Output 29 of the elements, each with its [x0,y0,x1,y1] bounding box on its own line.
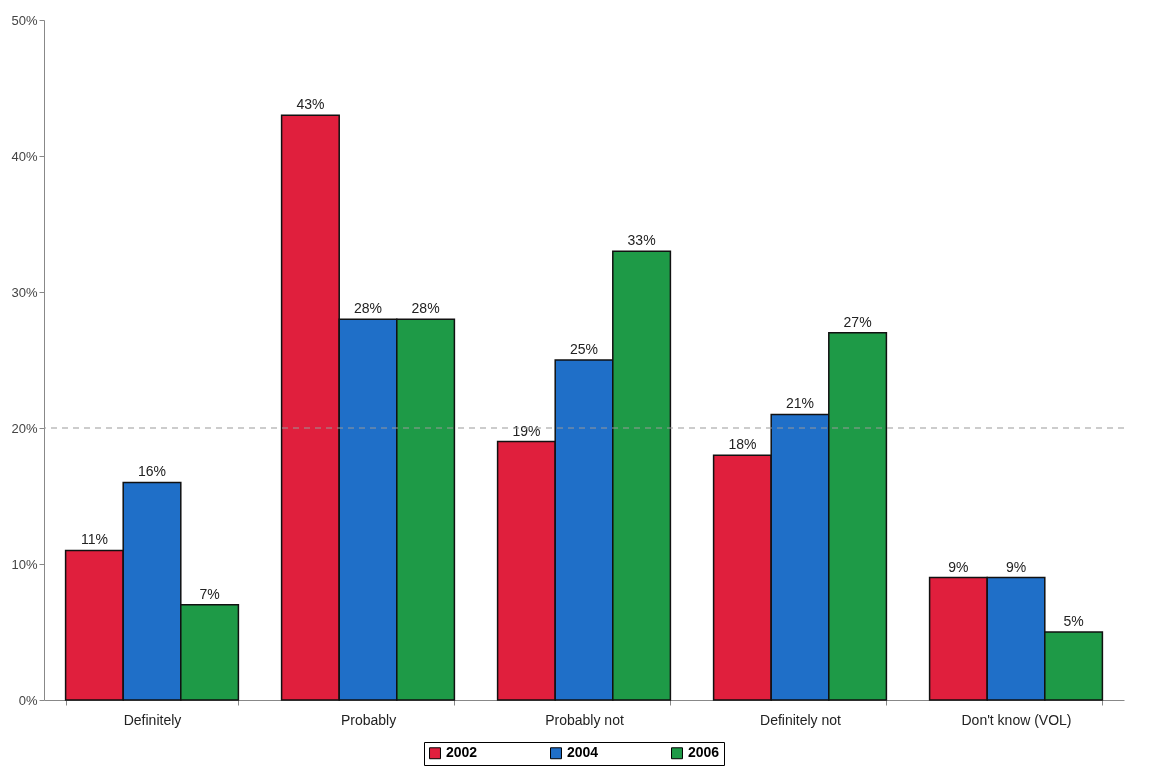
x-tick-label: Definitely [123,711,182,728]
data-label: 7% [199,585,220,602]
x-tick-label: Definitely not [760,711,842,728]
legend-label: 2002 [446,744,478,761]
data-label: 11% [80,531,108,548]
x-tick-label: Probably not [545,711,624,728]
legend-label: 2004 [567,744,599,761]
data-label: 21% [785,395,815,412]
data-label: 33% [627,232,656,249]
x-tick-label: Probably [340,711,397,728]
data-label: 18% [728,436,757,453]
y-tick-label: 0% [18,692,38,708]
y-tick-label: 50% [11,12,38,28]
y-tick-label: 40% [11,148,38,164]
data-label: 27% [843,313,872,330]
data-label: 5% [1063,613,1084,629]
data-label: 28% [411,300,440,317]
data-label: 25% [569,341,599,357]
data-label: 43% [296,96,325,113]
data-label: 16% [137,463,167,480]
legend-label: 2006 [688,744,720,761]
y-tick-label: 20% [11,420,38,436]
data-label: 9% [1005,558,1027,575]
data-label: 19% [512,422,541,439]
data-label: 28% [353,300,383,317]
y-tick-label: 10% [11,556,38,572]
data-label: 9% [948,558,969,575]
y-tick-label: 30% [11,284,38,300]
x-tick-label: Don't know (VOL) [961,711,1072,728]
